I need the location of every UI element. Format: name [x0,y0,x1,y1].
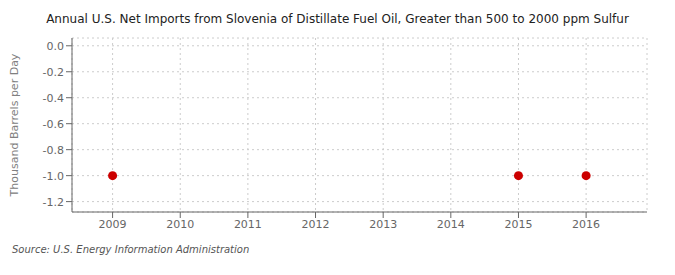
svg-text:-0.2: -0.2 [43,66,64,79]
html-text:Annual U.S. Net Imports from S: Annual U.S. Net Imports from Slovenia of… [46,12,629,26]
svg-text:Thousand Barrels per Day: Thousand Barrels per Day [8,53,21,197]
svg-text:-0.8: -0.8 [43,144,64,157]
svg-text:-0.4: -0.4 [43,92,64,105]
svg-text:2016: 2016 [572,218,600,231]
svg-text:0.0: 0.0 [47,40,65,53]
svg-text:2010: 2010 [166,218,194,231]
svg-text:2014: 2014 [437,218,465,231]
svg-text:2009: 2009 [99,218,127,231]
svg-text:2015: 2015 [504,218,532,231]
svg-text:2012: 2012 [302,218,330,231]
html-text:Source: U.S. Energy Informatio: Source: U.S. Energy Information Administ… [12,244,250,255]
svg-text:-0.6: -0.6 [43,118,64,131]
svg-text:-1.2: -1.2 [43,196,64,209]
svg-text:-1.0: -1.0 [43,170,64,183]
svg-text:2011: 2011 [234,218,262,231]
svg-text:2013: 2013 [369,218,397,231]
